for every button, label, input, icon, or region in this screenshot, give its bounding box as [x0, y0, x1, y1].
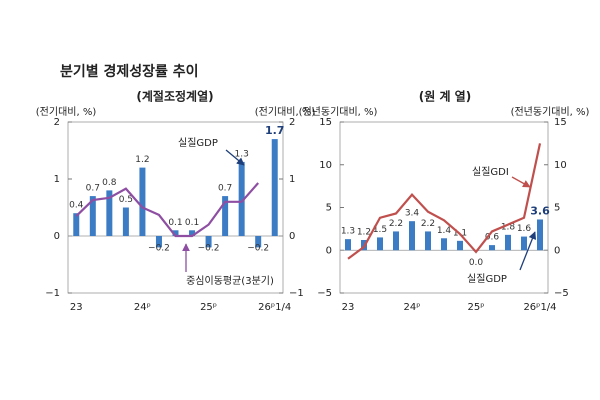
- bar: [172, 230, 179, 236]
- value-label: 1.3: [341, 227, 355, 237]
- bar: [271, 139, 278, 236]
- subtitle: (원 계 열): [419, 89, 471, 104]
- series-label: 실질GDI: [472, 166, 509, 178]
- x-tick-label: 23: [70, 302, 83, 313]
- y-tick-label: −5: [554, 288, 569, 299]
- y-tick-label: −1: [45, 288, 60, 299]
- value-label: 1.8: [501, 222, 516, 232]
- value-label: 0.1: [185, 218, 199, 228]
- x-tick-label: 24ᵖ: [134, 302, 151, 313]
- value-label: 1.2: [135, 155, 149, 165]
- bar: [457, 240, 463, 251]
- value-label: 1.5: [373, 225, 387, 235]
- value-label: 0.6: [485, 233, 500, 243]
- y-tick-label: 10: [554, 160, 567, 171]
- y-tick-label: 0: [554, 245, 560, 256]
- series-label: 중심이동평균(3분기): [186, 275, 274, 287]
- bar: [189, 230, 196, 236]
- bar: [122, 207, 129, 236]
- annotation-arrow: [511, 176, 531, 188]
- value-label: 0.4: [69, 201, 84, 211]
- bar: [489, 245, 495, 251]
- x-tick-label: 26ᵖ1/4: [523, 302, 556, 313]
- value-label: 1.3: [234, 149, 248, 159]
- bar: [393, 231, 399, 251]
- value-label: 3.4: [405, 209, 420, 219]
- value-label: 2.2: [389, 219, 403, 229]
- subtitle: (계절조정계열): [136, 89, 213, 104]
- bar: [205, 236, 212, 248]
- y-tick-label: 5: [554, 203, 560, 214]
- line: [347, 143, 542, 260]
- value-label: 3.6: [530, 204, 550, 217]
- y-tick-label: 2: [54, 117, 60, 128]
- y-tick-label: 1: [54, 174, 60, 185]
- bar: [255, 236, 262, 248]
- line: [75, 182, 260, 238]
- y-tick-label: 10: [319, 160, 332, 171]
- value-label: 1.2: [357, 227, 371, 237]
- bar: [73, 213, 80, 236]
- page-title: 분기별 경제성장률 추이: [60, 63, 199, 80]
- bar: [377, 237, 383, 251]
- bar: [238, 161, 245, 236]
- y-tick-label: 5: [326, 203, 332, 214]
- series-label: 실질GDP: [178, 137, 218, 149]
- plot-frame: [67, 121, 284, 294]
- y2-axis-label: (전기대비, %): [255, 106, 316, 118]
- annotation-arrow: [519, 231, 537, 271]
- value-label: 0.7: [86, 184, 100, 194]
- value-label: 1.4: [437, 226, 452, 236]
- value-label: −0.2: [247, 244, 269, 254]
- y-tick-label: 1: [289, 174, 295, 185]
- x-tick-label: 23: [342, 302, 355, 313]
- bar: [505, 234, 511, 251]
- annotation-arrow: [225, 149, 245, 166]
- bar: [521, 236, 527, 251]
- y-tick-label: 0: [289, 231, 295, 242]
- series-label: 실질GDP: [467, 273, 507, 285]
- bar: [89, 196, 96, 236]
- bar: [106, 190, 113, 236]
- value-label: 0.5: [119, 195, 133, 205]
- bar: [425, 231, 431, 251]
- x-tick-label: 25ᵖ: [467, 302, 484, 313]
- y-axis-label: (전기대비, %): [36, 106, 97, 118]
- bar: [139, 167, 146, 236]
- x-tick-label: 24ᵖ: [403, 302, 420, 313]
- x-tick-label: 26ᵖ1/4: [258, 302, 291, 313]
- value-label: 0.7: [218, 184, 232, 194]
- value-label: 2.2: [421, 219, 435, 229]
- bar: [345, 239, 351, 251]
- y-tick-label: −5: [317, 288, 332, 299]
- y-tick-label: −1: [289, 288, 304, 299]
- value-label: 0.8: [102, 178, 117, 188]
- y-tick-label: 0: [326, 245, 332, 256]
- bar: [441, 238, 447, 251]
- value-label: 1.6: [517, 224, 532, 234]
- value-label: −0.2: [198, 244, 220, 254]
- value-label: 1.7: [265, 124, 285, 137]
- value-label: 0.0: [469, 258, 484, 268]
- bar: [222, 196, 229, 236]
- y-tick-label: 15: [319, 117, 332, 128]
- bar: [155, 236, 162, 248]
- y2-axis-label: (전년동기대비, %): [511, 106, 590, 118]
- plot-frame: [339, 121, 549, 294]
- bar: [537, 219, 543, 251]
- value-label: 0.1: [168, 218, 182, 228]
- value-label: −0.2: [148, 244, 170, 254]
- y-tick-label: 0: [54, 231, 60, 242]
- bar: [409, 221, 415, 251]
- x-tick-label: 25ᵖ: [200, 302, 217, 313]
- y-tick-label: 15: [554, 117, 567, 128]
- y-axis-label: (전년동기대비, %): [299, 106, 378, 118]
- y-tick-label: 2: [289, 117, 295, 128]
